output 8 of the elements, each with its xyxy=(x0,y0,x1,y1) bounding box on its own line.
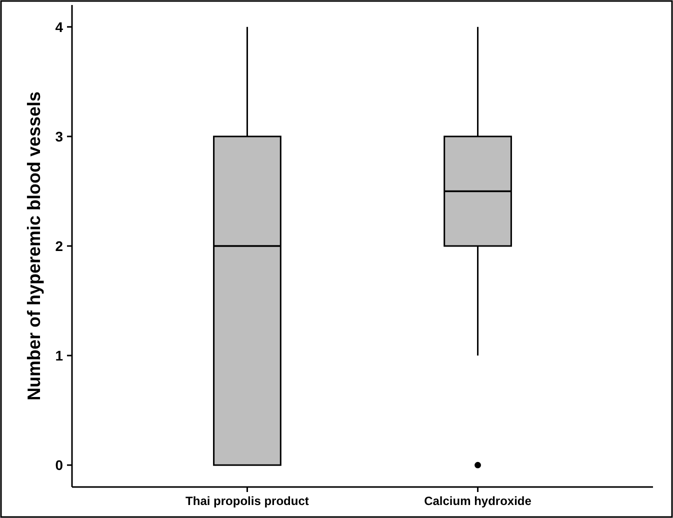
x-tick-label: Thai propolis product xyxy=(186,494,309,508)
y-tick-label: 3 xyxy=(55,128,64,144)
y-tick-label: 2 xyxy=(55,238,64,254)
y-tick-label: 1 xyxy=(55,347,64,364)
x-tick-label: Calcium hydroxide xyxy=(424,494,532,508)
y-axis-title: Number of hyperemic blood vessels xyxy=(24,91,44,401)
y-tick-label: 4 xyxy=(55,18,64,35)
y-tick-label: 0 xyxy=(55,456,64,473)
